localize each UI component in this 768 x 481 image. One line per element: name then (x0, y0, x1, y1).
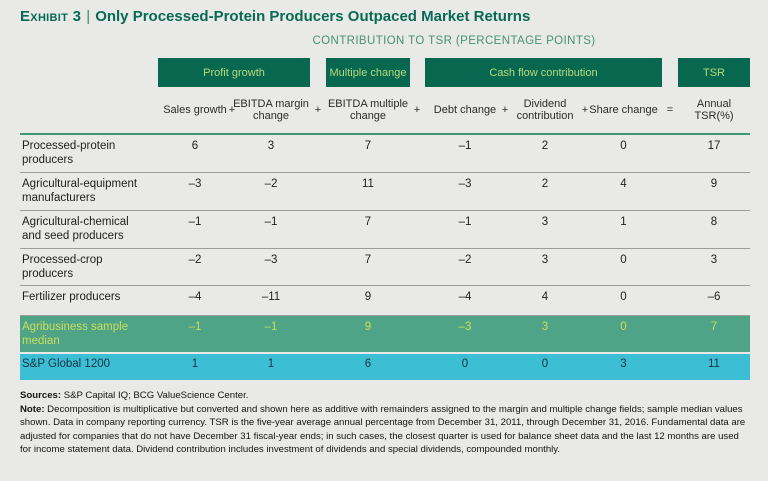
row-label: Fertilizer producers (22, 291, 121, 303)
cell-sales-growth: –4 (188, 291, 202, 303)
row-label: S&P Global 1200 (22, 358, 111, 370)
chart-subtitle: CONTRIBUTION TO TSR (PERCENTAGE POINTS) (312, 35, 596, 47)
table-row-processed-protein: Processed-protein producers 6 3 7 –1 2 0… (20, 135, 750, 173)
cell-annual-tsr: 9 (710, 178, 718, 190)
cell-annual-tsr: 7 (710, 321, 718, 333)
cell-ebitda-multiple-change: 7 (364, 140, 372, 152)
cell-dividend-contribution: 2 (541, 178, 549, 190)
cell-ebitda-multiple-change: 9 (364, 291, 372, 303)
col-header-debt-change: Debt change (433, 103, 497, 116)
operator-plus: + (314, 104, 322, 116)
row-label: Agricultural-equipment manufacturers (22, 178, 138, 204)
cell-ebitda-margin-change: 1 (267, 358, 275, 370)
operator-plus: + (501, 104, 509, 116)
cell-ebitda-margin-change: –1 (264, 321, 278, 333)
column-group-row: Profit growth Multiple change Cash flow … (20, 58, 750, 87)
operator-equals: = (666, 104, 674, 116)
cell-dividend-contribution: 4 (541, 291, 549, 303)
cell-debt-change: –3 (458, 321, 472, 333)
cell-ebitda-margin-change: 3 (267, 140, 275, 152)
group-profit-growth: Profit growth (158, 58, 310, 87)
cell-sales-growth: –1 (188, 321, 202, 333)
col-header-ebitda-margin-change: EBITDA margin change (233, 97, 309, 123)
table-row-agricultural-chemical: Agricultural-chemical and seed producers… (20, 211, 750, 249)
sources-label: Sources: (20, 390, 62, 401)
col-header-ebitda-multiple-change: EBITDA multiple change (327, 97, 409, 123)
cell-ebitda-margin-change: –11 (261, 291, 281, 303)
group-multiple-change: Multiple change (326, 58, 410, 87)
cell-annual-tsr: 17 (707, 140, 721, 152)
title-divider: | (86, 8, 91, 25)
group-cash-flow-contribution: Cash flow contribution (425, 58, 662, 87)
page-title: Exhibit 3 | Only Processed-Protein Produce… (20, 8, 530, 25)
cell-share-change: 4 (620, 178, 627, 190)
table-row-agribusiness-median: Agribusiness sample median –1 –1 9 –3 3 … (20, 316, 750, 352)
table-row-fertilizer: Fertilizer producers –4 –11 9 –4 4 0 –6 (20, 286, 750, 316)
table-row-agricultural-equipment: Agricultural-equipment manufacturers –3 … (20, 173, 750, 211)
cell-sales-growth: –1 (188, 216, 202, 228)
footnotes: Sources: S&P Capital IQ; BCG ValueScienc… (20, 389, 752, 457)
col-header-sales-growth: Sales growth (163, 103, 227, 116)
note-label: Note: (20, 403, 45, 415)
cell-ebitda-margin-change: –3 (264, 254, 278, 266)
col-header-annual-tsr: Annual TSR(%) (694, 97, 734, 123)
cell-ebitda-multiple-change: 11 (362, 178, 374, 190)
cell-annual-tsr: –6 (707, 291, 721, 303)
cell-share-change: 1 (620, 216, 627, 228)
sources-text: S&P Capital IQ; BCG ValueScience Center. (61, 390, 249, 401)
exhibit-number: Exhibit 3 (20, 8, 82, 25)
cell-dividend-contribution: 3 (541, 321, 549, 333)
note-text: Decomposition is multiplicative but conv… (20, 403, 746, 456)
operator-plus: + (581, 104, 589, 116)
cell-dividend-contribution: 2 (541, 140, 549, 152)
table-row-processed-crop: Processed-crop producers –2 –3 7 –2 3 0 … (20, 249, 750, 286)
tsr-table: Profit growth Multiple change Cash flow … (20, 58, 750, 380)
cell-annual-tsr: 11 (708, 358, 720, 370)
row-label: Agribusiness sample median (22, 321, 129, 347)
cell-sales-growth: 1 (191, 358, 199, 370)
cell-debt-change: –3 (458, 178, 472, 190)
cell-sales-growth: –2 (188, 254, 202, 266)
cell-ebitda-multiple-change: 9 (364, 321, 372, 333)
row-label: Processed-protein producers (22, 140, 116, 166)
operator-plus: + (228, 104, 236, 116)
col-header-share-change: Share change (589, 103, 658, 116)
cell-ebitda-multiple-change: 7 (364, 216, 372, 228)
cell-debt-change: –1 (458, 140, 472, 152)
cell-share-change: 0 (620, 291, 627, 303)
cell-share-change: 0 (620, 321, 627, 333)
column-header-row: Sales growth EBITDA margin change EBITDA… (20, 87, 750, 135)
cell-debt-change: 0 (461, 358, 469, 370)
cell-annual-tsr: 3 (710, 254, 718, 266)
row-label: Agricultural-chemical and seed producers (22, 216, 129, 242)
operator-plus: + (413, 104, 421, 116)
cell-ebitda-multiple-change: 6 (364, 358, 372, 370)
cell-debt-change: –2 (458, 254, 472, 266)
table-row-sp-global-1200: S&P Global 1200 1 1 6 0 0 3 11 (20, 354, 750, 380)
cell-share-change: 3 (620, 358, 627, 370)
cell-dividend-contribution: 3 (541, 254, 549, 266)
cell-ebitda-margin-change: –1 (264, 216, 278, 228)
cell-share-change: 0 (620, 254, 627, 266)
cell-debt-change: –4 (458, 291, 472, 303)
title-headline: Only Processed-Protein Producers Outpace… (95, 8, 531, 25)
cell-ebitda-multiple-change: 7 (364, 254, 372, 266)
group-tsr: TSR (678, 58, 750, 87)
cell-dividend-contribution: 3 (541, 216, 549, 228)
cell-annual-tsr: 8 (710, 216, 718, 228)
row-label: Processed-crop producers (22, 254, 103, 280)
cell-share-change: 0 (620, 140, 627, 152)
col-header-dividend-contribution: Dividend contribution (516, 97, 574, 123)
cell-sales-growth: –3 (188, 178, 202, 190)
cell-sales-growth: 6 (191, 140, 199, 152)
cell-dividend-contribution: 0 (541, 358, 549, 370)
cell-debt-change: –1 (458, 216, 472, 228)
cell-ebitda-margin-change: –2 (264, 178, 278, 190)
